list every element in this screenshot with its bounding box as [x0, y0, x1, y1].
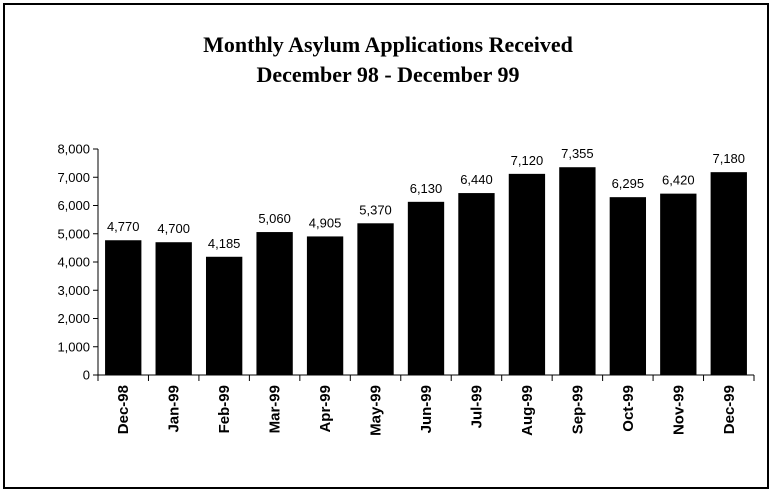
category-label: Jul-99 — [468, 385, 485, 428]
bar — [306, 236, 344, 375]
data-label: 4,700 — [157, 221, 190, 236]
bar — [256, 232, 293, 375]
chart-title-block: Monthly Asylum Applications Received Dec… — [0, 30, 776, 90]
data-label: 4,770 — [107, 219, 140, 234]
y-tick-label: 2,000 — [57, 311, 90, 326]
bar — [205, 256, 243, 375]
bar — [609, 197, 647, 375]
category-label: Mar-99 — [267, 385, 284, 433]
bar — [105, 240, 142, 375]
category-label: Apr-99 — [317, 385, 334, 433]
data-label: 6,420 — [662, 173, 695, 188]
data-label: 5,060 — [258, 211, 291, 226]
y-tick-label: 3,000 — [57, 283, 90, 298]
category-label: Oct-99 — [620, 385, 637, 432]
bar — [508, 173, 546, 375]
y-tick-label: 5,000 — [57, 226, 90, 241]
data-label: 7,180 — [712, 151, 745, 166]
bar — [407, 201, 445, 375]
bar — [660, 193, 697, 375]
y-tick-label: 7,000 — [57, 170, 90, 185]
bar — [155, 242, 192, 375]
bar — [710, 172, 747, 375]
data-label: 6,440 — [460, 172, 493, 187]
category-label: Jun-99 — [418, 385, 435, 433]
data-label: 7,355 — [561, 146, 594, 161]
bar — [357, 223, 394, 375]
y-tick-label: 1,000 — [57, 339, 90, 354]
bar — [559, 167, 596, 375]
y-tick-label: 0 — [83, 368, 90, 383]
y-tick-label: 4,000 — [57, 255, 90, 270]
category-label: Nov-99 — [670, 385, 687, 435]
category-label: May-99 — [368, 385, 385, 436]
data-label: 6,130 — [410, 181, 443, 196]
data-label: 4,905 — [309, 215, 342, 230]
category-label: Feb-99 — [216, 385, 233, 433]
data-label: 5,370 — [359, 202, 392, 217]
y-tick-label: 8,000 — [57, 142, 90, 157]
category-label: Aug-99 — [519, 385, 536, 436]
bar — [458, 193, 495, 375]
category-label: Jan-99 — [166, 385, 183, 433]
category-label: Sep-99 — [569, 385, 586, 434]
category-label: Dec-99 — [721, 385, 738, 434]
category-label: Dec-98 — [115, 385, 132, 434]
y-tick-label: 6,000 — [57, 198, 90, 213]
chart-title: Monthly Asylum Applications Received — [203, 32, 573, 57]
chart-subtitle: December 98 - December 99 — [256, 62, 520, 87]
data-label: 6,295 — [612, 176, 645, 191]
data-label: 7,120 — [511, 153, 544, 168]
data-label: 4,185 — [208, 236, 241, 251]
